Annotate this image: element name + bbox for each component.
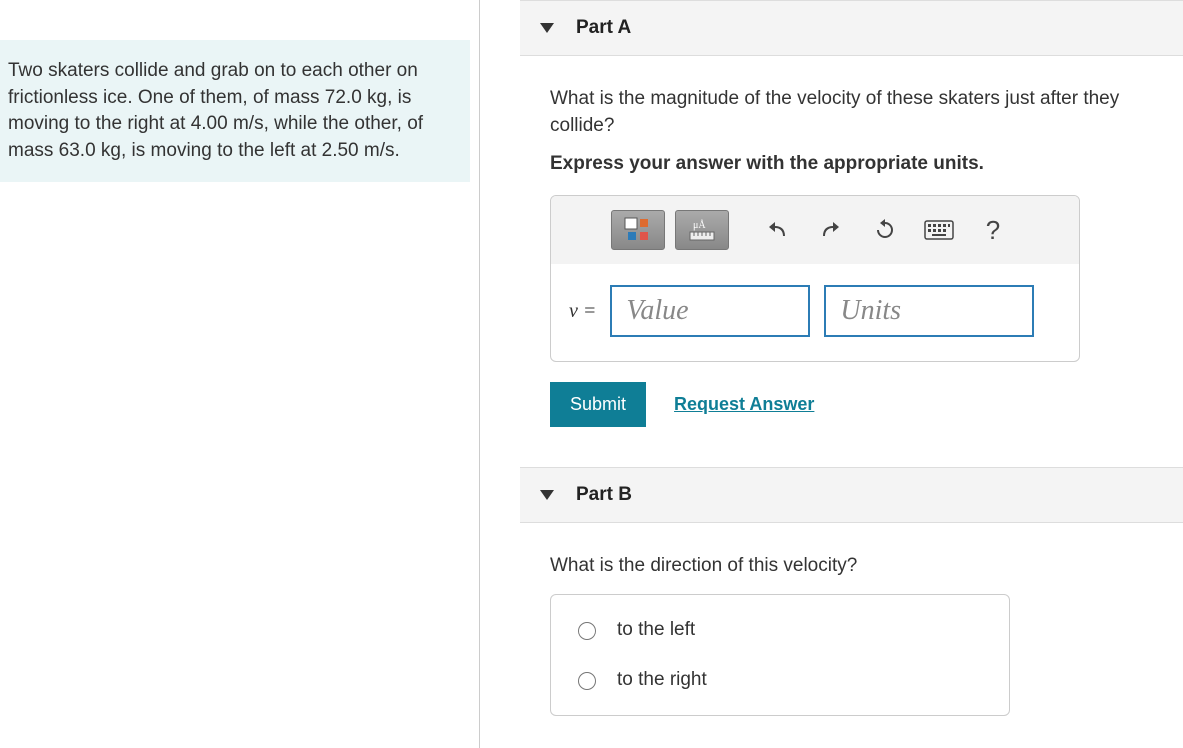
problem-statement: Two skaters collide and grab on to each …	[0, 40, 470, 182]
mc-option[interactable]: to the left	[551, 605, 1009, 655]
request-answer-link[interactable]: Request Answer	[674, 394, 814, 415]
caret-down-icon	[540, 490, 554, 500]
problem-panel: Two skaters collide and grab on to each …	[0, 0, 480, 748]
part-b-title: Part B	[576, 484, 632, 506]
part-a-header[interactable]: Part A	[520, 0, 1183, 56]
units-input[interactable]: Units	[824, 285, 1034, 337]
radio-input[interactable]	[578, 622, 596, 640]
radio-input[interactable]	[578, 672, 596, 690]
keyboard-icon[interactable]	[917, 210, 961, 250]
part-a-body: What is the magnitude of the velocity of…	[520, 56, 1183, 467]
redo-icon[interactable]	[809, 210, 853, 250]
equation-label: v =	[569, 300, 596, 323]
submit-button[interactable]: Submit	[550, 382, 646, 427]
value-placeholder: Value	[626, 295, 688, 327]
option-label: to the left	[617, 619, 695, 641]
part-b-prompt: What is the direction of this velocity?	[550, 553, 1183, 580]
option-label: to the right	[617, 669, 707, 691]
part-b-header[interactable]: Part B	[520, 467, 1183, 523]
templates-icon[interactable]	[611, 210, 665, 250]
units-ruler-icon[interactable]: μÅ	[675, 210, 729, 250]
part-a-title: Part A	[576, 17, 631, 39]
part-a-instruction: Express your answer with the appropriate…	[550, 153, 1183, 175]
part-b-body: What is the direction of this velocity? …	[520, 523, 1183, 748]
answer-input-row: v = Value Units	[551, 265, 1079, 361]
submit-row: Submit Request Answer	[550, 382, 1183, 427]
svg-text:μÅ: μÅ	[693, 219, 706, 231]
multiple-choice-box: to the left to the right	[550, 594, 1010, 716]
value-input[interactable]: Value	[610, 285, 810, 337]
mc-option[interactable]: to the right	[551, 655, 1009, 705]
reset-icon[interactable]	[863, 210, 907, 250]
problem-text: Two skaters collide and grab on to each …	[8, 60, 423, 161]
caret-down-icon	[540, 23, 554, 33]
answer-box: μÅ ?	[550, 195, 1080, 362]
units-placeholder: Units	[840, 295, 901, 327]
answer-toolbar: μÅ ?	[551, 196, 1079, 265]
undo-icon[interactable]	[755, 210, 799, 250]
answer-panel: Part A What is the magnitude of the velo…	[480, 0, 1183, 748]
help-icon[interactable]: ?	[971, 210, 1015, 250]
part-a-prompt: What is the magnitude of the velocity of…	[550, 86, 1183, 139]
